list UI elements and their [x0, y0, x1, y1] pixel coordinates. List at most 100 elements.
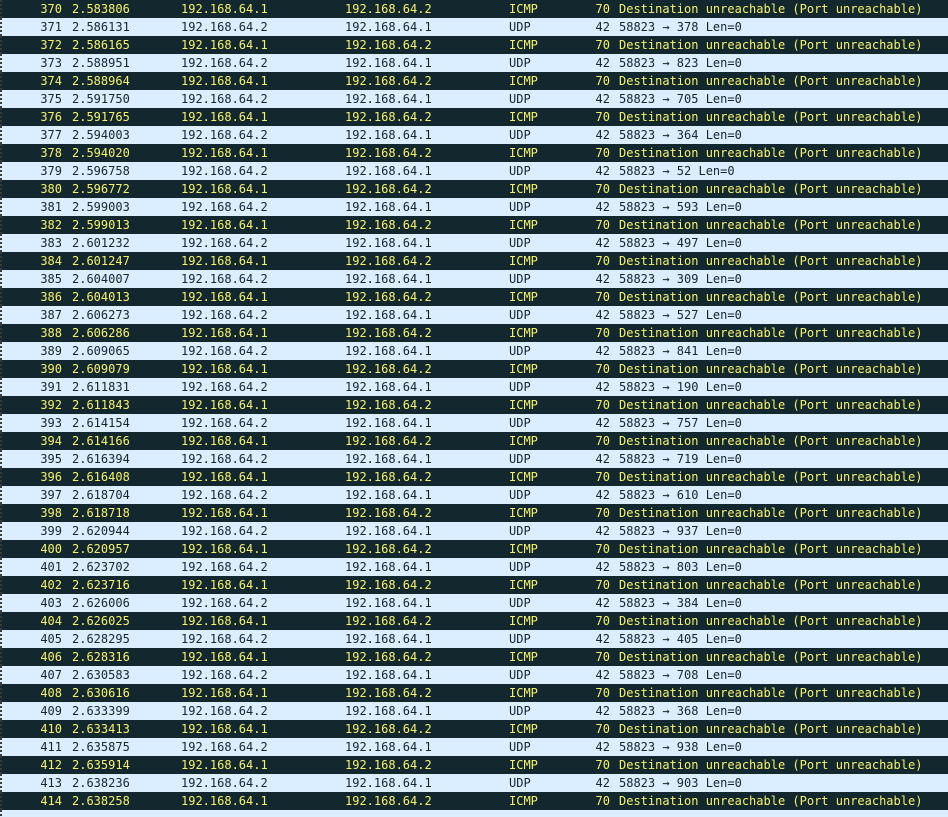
- packet-destination: 192.168.64.1: [345, 416, 432, 430]
- packet-time: 2.638258: [72, 794, 130, 808]
- packet-number: 406: [40, 650, 62, 664]
- packet-time: 2.635914: [72, 758, 130, 772]
- table-row[interactable]: 381 2.599003 192.168.64.2 192.168.64.1 UDP 42…: [0, 198, 948, 216]
- table-row[interactable]: 372 2.586165 192.168.64.1 192.168.64.2 ICMP 7…: [0, 36, 948, 54]
- packet-destination: 192.168.64.2: [345, 254, 432, 268]
- table-row[interactable]: 394 2.614166 192.168.64.1 192.168.64.2 ICMP 7…: [0, 432, 948, 450]
- table-row[interactable]: 384 2.601247 192.168.64.1 192.168.64.2 ICMP 7…: [0, 252, 948, 270]
- packet-info: Destination unreachable (Port unreachabl…: [619, 686, 923, 700]
- table-row[interactable]: 386 2.604013 192.168.64.1 192.168.64.2 ICMP 7…: [0, 288, 948, 306]
- packet-number: 407: [40, 668, 62, 682]
- table-row[interactable]: 398 2.618718 192.168.64.1 192.168.64.2 ICMP 7…: [0, 504, 948, 522]
- packet-number: 389: [40, 344, 62, 358]
- packet-time: 2.596772: [72, 182, 130, 196]
- packet-number: 398: [40, 506, 62, 520]
- packet-time: 2.633413: [72, 722, 130, 736]
- table-row[interactable]: 370 2.583806 192.168.64.1 192.168.64.2 ICMP 7…: [0, 0, 948, 18]
- packet-destination: 192.168.64.2: [345, 362, 432, 376]
- table-row[interactable]: 412 2.635914 192.168.64.1 192.168.64.2 ICMP 7…: [0, 756, 948, 774]
- packet-protocol: UDP: [509, 452, 531, 466]
- packet-protocol: ICMP: [509, 110, 538, 124]
- table-row[interactable]: 407 2.630583 192.168.64.2 192.168.64.1 UDP 42…: [0, 666, 948, 684]
- packet-protocol: ICMP: [509, 614, 538, 628]
- table-row[interactable]: 393 2.614154 192.168.64.2 192.168.64.1 UDP 42…: [0, 414, 948, 432]
- table-row[interactable]: 400 2.620957 192.168.64.1 192.168.64.2 ICMP 7…: [0, 540, 948, 558]
- table-row[interactable]: 376 2.591765 192.168.64.1 192.168.64.2 ICMP 7…: [0, 108, 948, 126]
- packet-length: 42: [595, 488, 610, 502]
- packet-destination: 192.168.64.1: [345, 164, 432, 178]
- packet-length: 42: [595, 308, 610, 322]
- packet-info: 58823 → 705 Len=0: [619, 92, 742, 106]
- packet-length: 42: [595, 452, 610, 466]
- table-row[interactable]: 410 2.633413 192.168.64.1 192.168.64.2 ICMP 7…: [0, 720, 948, 738]
- packet-length: 70: [595, 146, 610, 160]
- packet-length: 70: [595, 650, 610, 664]
- packet-source: 192.168.64.1: [181, 326, 268, 340]
- packet-info: Destination unreachable (Port unreachabl…: [619, 146, 923, 160]
- table-row[interactable]: 378 2.594020 192.168.64.1 192.168.64.2 ICMP 7…: [0, 144, 948, 162]
- table-row[interactable]: 385 2.604007 192.168.64.2 192.168.64.1 UDP 42…: [0, 270, 948, 288]
- packet-length: 42: [595, 524, 610, 538]
- table-row[interactable]: 392 2.611843 192.168.64.1 192.168.64.2 ICMP 7…: [0, 396, 948, 414]
- table-row[interactable]: 409 2.633399 192.168.64.2 192.168.64.1 UDP 42…: [0, 702, 948, 720]
- packet-protocol: ICMP: [509, 542, 538, 556]
- table-row[interactable]: 406 2.628316 192.168.64.1 192.168.64.2 ICMP 7…: [0, 648, 948, 666]
- table-row[interactable]: 387 2.606273 192.168.64.2 192.168.64.1 UDP 42…: [0, 306, 948, 324]
- packet-destination: 192.168.64.1: [345, 740, 432, 754]
- packet-length: 70: [595, 74, 610, 88]
- packet-protocol: UDP: [509, 272, 531, 286]
- table-row[interactable]: 390 2.609079 192.168.64.1 192.168.64.2 ICMP 7…: [0, 360, 948, 378]
- table-row[interactable]: 411 2.635875 192.168.64.2 192.168.64.1 UDP 42…: [0, 738, 948, 756]
- packet-source: 192.168.64.2: [181, 236, 268, 250]
- packet-number: 409: [40, 704, 62, 718]
- packet-info: Destination unreachable (Port unreachabl…: [619, 542, 923, 556]
- packet-info: 58823 → 384 Len=0: [619, 596, 742, 610]
- packet-number: 382: [40, 218, 62, 232]
- table-row[interactable]: 408 2.630616 192.168.64.1 192.168.64.2 ICMP 7…: [0, 684, 948, 702]
- packet-source: 192.168.64.2: [181, 524, 268, 538]
- packet-source: 192.168.64.1: [181, 542, 268, 556]
- table-row[interactable]: 395 2.616394 192.168.64.2 192.168.64.1 UDP 42…: [0, 450, 948, 468]
- table-row[interactable]: 403 2.626006 192.168.64.2 192.168.64.1 UDP 42…: [0, 594, 948, 612]
- table-row[interactable]: 388 2.606286 192.168.64.1 192.168.64.2 ICMP 7…: [0, 324, 948, 342]
- table-row[interactable]: 379 2.596758 192.168.64.2 192.168.64.1 UDP 42…: [0, 162, 948, 180]
- table-row[interactable]: 380 2.596772 192.168.64.1 192.168.64.2 ICMP 7…: [0, 180, 948, 198]
- table-row[interactable]: 373 2.588951 192.168.64.2 192.168.64.1 UDP 42…: [0, 54, 948, 72]
- packet-time: 2.609079: [72, 362, 130, 376]
- table-row[interactable]: 397 2.618704 192.168.64.2 192.168.64.1 UDP 42…: [0, 486, 948, 504]
- table-row[interactable]: 402 2.623716 192.168.64.1 192.168.64.2 ICMP 7…: [0, 576, 948, 594]
- table-row[interactable]: 405 2.628295 192.168.64.2 192.168.64.1 UDP 42…: [0, 630, 948, 648]
- table-row[interactable]: 414 2.638258 192.168.64.1 192.168.64.2 ICMP 7…: [0, 792, 948, 810]
- table-row[interactable]: 391 2.611831 192.168.64.2 192.168.64.1 UDP 42…: [0, 378, 948, 396]
- table-row[interactable]: 382 2.599013 192.168.64.1 192.168.64.2 ICMP 7…: [0, 216, 948, 234]
- packet-info: 58823 → 378 Len=0: [619, 20, 742, 34]
- packet-info: 58823 → 405 Len=0: [619, 632, 742, 646]
- packet-number: 387: [40, 308, 62, 322]
- table-row[interactable]: 375 2.591750 192.168.64.2 192.168.64.1 UDP 42…: [0, 90, 948, 108]
- table-row[interactable]: 396 2.616408 192.168.64.1 192.168.64.2 ICMP 7…: [0, 468, 948, 486]
- packet-protocol: UDP: [509, 524, 531, 538]
- packet-length: 70: [595, 794, 610, 808]
- table-row[interactable]: 371 2.586131 192.168.64.2 192.168.64.1 UDP 42…: [0, 18, 948, 36]
- packet-source: 192.168.64.2: [181, 488, 268, 502]
- table-row[interactable]: 404 2.626025 192.168.64.1 192.168.64.2 ICMP 7…: [0, 612, 948, 630]
- packet-length: 42: [595, 236, 610, 250]
- packet-info: 58823 → 190 Len=0: [619, 380, 742, 394]
- table-row[interactable]: 377 2.594003 192.168.64.2 192.168.64.1 UDP 42…: [0, 126, 948, 144]
- packet-protocol: ICMP: [509, 2, 538, 16]
- packet-destination: 192.168.64.1: [345, 380, 432, 394]
- packet-number: 393: [40, 416, 62, 430]
- packet-info: 58823 → 823 Len=0: [619, 56, 742, 70]
- table-row[interactable]: 401 2.623702 192.168.64.2 192.168.64.1 UDP 42…: [0, 558, 948, 576]
- packet-length: 42: [595, 740, 610, 754]
- table-row[interactable]: 389 2.609065 192.168.64.2 192.168.64.1 UDP 42…: [0, 342, 948, 360]
- packet-length: 42: [595, 272, 610, 286]
- table-row[interactable]: 399 2.620944 192.168.64.2 192.168.64.1 UDP 42…: [0, 522, 948, 540]
- packet-time: 2.618704: [72, 488, 130, 502]
- table-row[interactable]: 374 2.588964 192.168.64.1 192.168.64.2 ICMP 7…: [0, 72, 948, 90]
- table-row[interactable]: 383 2.601232 192.168.64.2 192.168.64.1 UDP 42…: [0, 234, 948, 252]
- table-row[interactable]: 413 2.638236 192.168.64.2 192.168.64.1 UDP 42…: [0, 774, 948, 792]
- packet-source: 192.168.64.2: [181, 56, 268, 70]
- packet-protocol: UDP: [509, 380, 531, 394]
